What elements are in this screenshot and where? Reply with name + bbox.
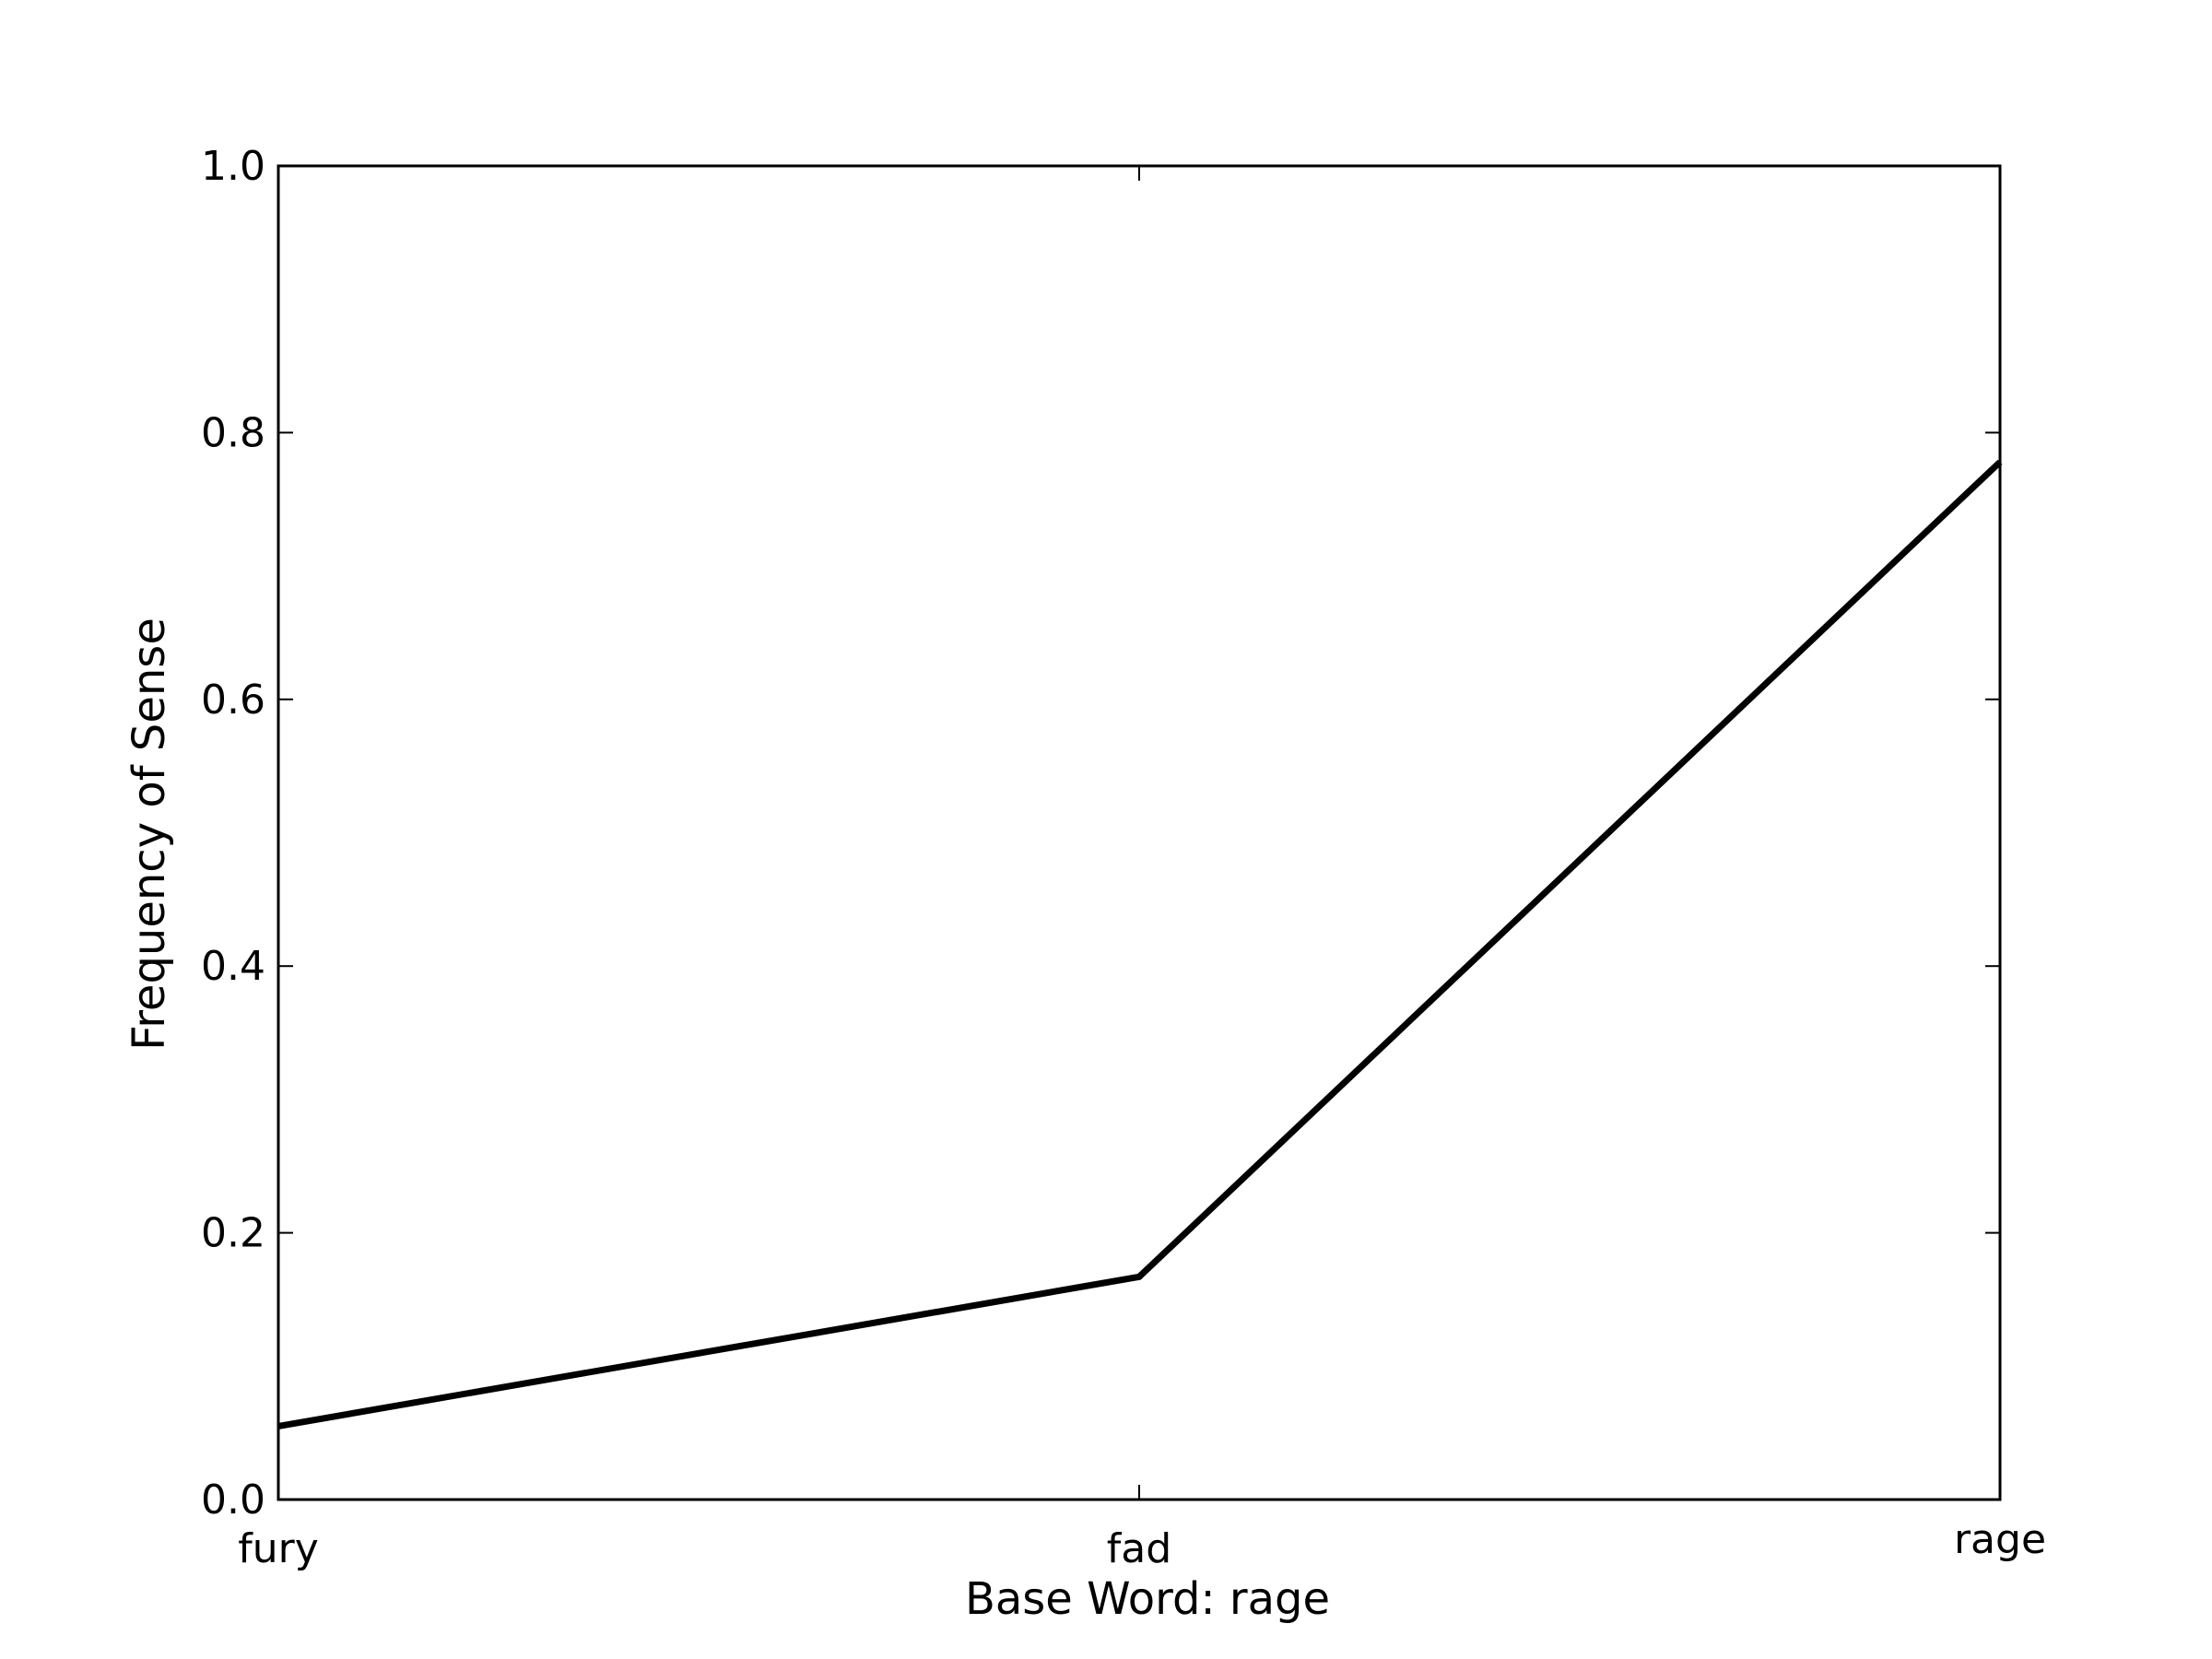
y-tick-label: 0.2 — [201, 1210, 265, 1257]
y-tick-label: 1.0 — [201, 143, 265, 190]
y-tick-label: 0.0 — [201, 1477, 265, 1524]
x-tick-label: fad — [1107, 1525, 1171, 1572]
tick-labels: 0.0 0.2 0.4 0.6 0.8 1.0 fury fad rage — [201, 143, 2046, 1572]
axis-ticks — [277, 165, 2001, 1500]
y-tick-label: 0.6 — [201, 677, 265, 724]
x-axis-label: Base Word: rage — [965, 1573, 1330, 1625]
y-tick-label: 0.8 — [201, 409, 265, 456]
x-tick-label: rage — [1954, 1516, 2046, 1563]
y-axis-label: Frequency of Sense — [124, 618, 175, 1051]
plot-area — [276, 164, 2003, 1501]
axes-frame — [276, 164, 2002, 1501]
x-tick-label: fury — [238, 1525, 319, 1572]
series-line-0 — [277, 459, 2003, 1430]
y-tick-label: 0.4 — [201, 943, 265, 990]
